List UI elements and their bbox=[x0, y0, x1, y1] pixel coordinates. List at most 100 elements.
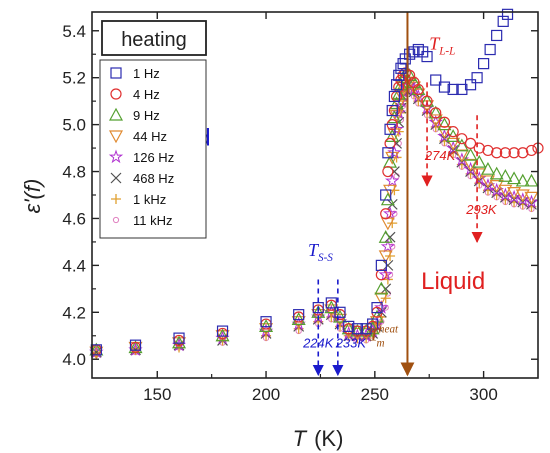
data-point bbox=[385, 173, 400, 188]
data-point bbox=[471, 72, 483, 84]
data-point bbox=[497, 15, 509, 27]
legend-label: 1 kHz bbox=[133, 192, 166, 207]
data-point bbox=[473, 142, 485, 154]
x-tick-label: 250 bbox=[361, 385, 389, 404]
x-tick-label: 300 bbox=[469, 385, 497, 404]
legend-marker bbox=[108, 130, 124, 144]
data-point bbox=[259, 323, 274, 336]
data-point bbox=[428, 114, 443, 128]
data-point bbox=[89, 346, 104, 360]
heating-box: heating bbox=[101, 20, 207, 56]
temperature-label: 233K bbox=[335, 336, 368, 351]
data-point bbox=[491, 29, 503, 42]
x-axis-title: T (K) bbox=[293, 426, 344, 451]
data-point bbox=[384, 123, 396, 135]
data-point bbox=[380, 208, 392, 220]
legend-label: 44 Hz bbox=[133, 129, 167, 144]
data-point bbox=[389, 243, 396, 250]
data-point bbox=[454, 138, 469, 152]
data-point bbox=[437, 126, 452, 139]
y-tick-label: 4.4 bbox=[62, 256, 86, 275]
temperature-label: 274K bbox=[424, 148, 457, 163]
data-point bbox=[382, 165, 394, 178]
data-point bbox=[351, 323, 364, 335]
data-point bbox=[454, 149, 469, 163]
legend: 1 Hz 4 Hz 9 Hz 44 Hz 126 Hz 468 Hz 1 kHz 11 kHz bbox=[99, 59, 207, 239]
y-tick-label: 4.0 bbox=[62, 350, 86, 369]
data-point bbox=[408, 46, 420, 58]
y-tick-label: 5.2 bbox=[62, 69, 86, 88]
legend-label: 126 Hz bbox=[133, 150, 174, 165]
data-point bbox=[498, 184, 513, 198]
data-point bbox=[260, 316, 272, 328]
y-tick-label: 5.4 bbox=[62, 22, 86, 41]
heating-frame bbox=[101, 20, 207, 56]
data-point bbox=[438, 116, 451, 128]
data-point bbox=[324, 300, 339, 314]
data-point bbox=[421, 50, 433, 63]
data-point bbox=[385, 129, 400, 142]
legend-marker bbox=[110, 67, 122, 79]
x-axis-unit: (K) bbox=[314, 426, 343, 451]
data-point bbox=[371, 302, 383, 314]
data-point bbox=[524, 173, 539, 187]
data-point bbox=[412, 43, 424, 56]
data-point bbox=[484, 43, 496, 56]
data-point bbox=[215, 328, 230, 342]
data-point bbox=[390, 79, 403, 91]
data-point bbox=[499, 147, 511, 159]
data-point bbox=[478, 58, 490, 70]
annotations-group: SolidLiquidTS-STL-LTheatm224K233K274K293… bbox=[157, 12, 498, 377]
data-point bbox=[491, 147, 503, 159]
data-point bbox=[325, 297, 337, 309]
legend-marker bbox=[108, 107, 124, 121]
heating-label: heating bbox=[121, 29, 187, 51]
data-point bbox=[507, 187, 522, 200]
legend-label: 11 kHz bbox=[133, 213, 173, 228]
data-point bbox=[291, 316, 306, 329]
legend-marker bbox=[110, 172, 122, 184]
data-point bbox=[382, 259, 394, 271]
data-point bbox=[430, 74, 442, 86]
data-point bbox=[374, 292, 389, 306]
data-point bbox=[447, 83, 459, 96]
data-point bbox=[384, 137, 396, 149]
data-point bbox=[393, 81, 405, 93]
axes-group: 150 200 250 300 4.0 4.2 4.4 4.6 4.8 5.0 5.2 5.4 bbox=[62, 12, 538, 404]
data-point bbox=[293, 309, 305, 321]
data-point bbox=[382, 147, 394, 159]
data-point bbox=[388, 90, 401, 103]
data-point bbox=[391, 210, 398, 217]
data-point bbox=[524, 191, 539, 205]
data-point bbox=[389, 96, 404, 110]
data-point bbox=[172, 335, 187, 349]
data-series-group bbox=[89, 8, 544, 360]
t-solid-solid-label: TS-S bbox=[308, 240, 333, 264]
data-point bbox=[259, 319, 274, 332]
temperature-label: 224K bbox=[302, 336, 335, 351]
y-tick-label: 4.8 bbox=[62, 163, 86, 182]
data-point bbox=[333, 309, 348, 323]
data-point bbox=[391, 97, 406, 111]
data-point bbox=[515, 189, 530, 203]
data-point bbox=[387, 110, 402, 124]
y-tick-label: 4.2 bbox=[62, 303, 86, 322]
legend-label: 4 Hz bbox=[133, 87, 160, 102]
data-point bbox=[480, 161, 495, 175]
legend-marker bbox=[110, 88, 122, 100]
data-point bbox=[463, 158, 478, 172]
data-point bbox=[173, 332, 185, 344]
data-point bbox=[380, 189, 392, 201]
liquid-label: Liquid bbox=[421, 268, 485, 295]
data-point bbox=[489, 166, 504, 180]
data-point bbox=[447, 126, 459, 138]
data-point bbox=[385, 251, 396, 261]
data-point bbox=[378, 250, 393, 264]
data-point bbox=[430, 107, 442, 119]
data-point bbox=[333, 313, 348, 327]
data-point bbox=[291, 312, 306, 325]
data-point bbox=[375, 269, 387, 281]
data-point bbox=[525, 144, 538, 157]
data-point bbox=[464, 137, 477, 149]
